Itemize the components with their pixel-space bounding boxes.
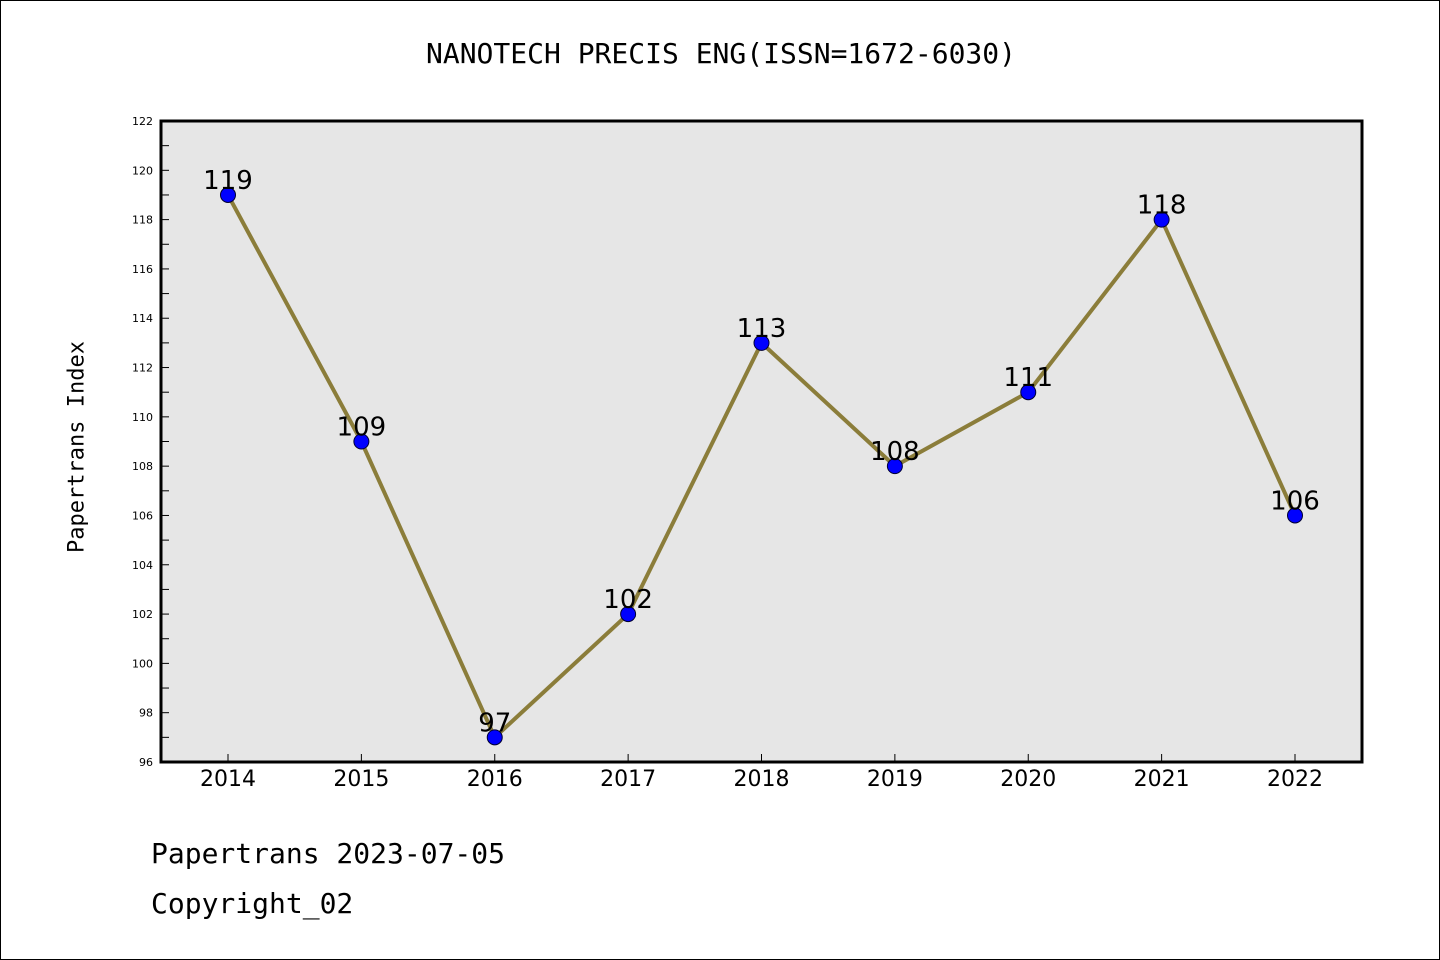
y-tick-label: 108 — [132, 460, 153, 473]
y-tick-label: 100 — [132, 657, 153, 670]
data-point — [353, 433, 370, 450]
y-tick-label: 112 — [132, 362, 153, 375]
data-point — [620, 606, 637, 623]
x-tick-label: 2014 — [200, 767, 256, 792]
x-tick-label: 2020 — [1000, 767, 1056, 792]
y-axis-ticks: 96 98 100 102 104 106 108 110 112 114 116 118 120 122 — [132, 115, 169, 769]
x-tick-label: 2022 — [1267, 767, 1323, 792]
data-label: 108 — [870, 437, 920, 467]
y-tick-label: 98 — [139, 707, 153, 720]
data-point — [1020, 384, 1037, 401]
y-tick-label: 118 — [132, 214, 153, 227]
y-tick-label: 102 — [132, 608, 153, 621]
y-axis-label: Papertrans Index — [64, 341, 90, 553]
data-label: 113 — [737, 314, 787, 344]
chart-title: NANOTECH PRECIS ENG(ISSN=1672-6030) — [425, 37, 1016, 70]
data-point — [1153, 211, 1170, 228]
data-label: 119 — [203, 166, 253, 196]
y-tick-label: 116 — [132, 263, 153, 276]
y-tick-label: 120 — [132, 164, 153, 177]
x-axis-ticks: 2014 2015 2016 2017 2018 2019 2020 2021 2022 — [200, 754, 1323, 792]
data-label: 109 — [337, 413, 387, 443]
x-tick-label: 2017 — [600, 767, 656, 792]
footer-date: Papertrans 2023-07-05 — [151, 837, 506, 870]
y-tick-label: 122 — [132, 115, 153, 128]
data-point — [886, 458, 903, 475]
y-tick-label: 110 — [132, 411, 153, 424]
data-point — [486, 729, 503, 746]
x-tick-label: 2019 — [867, 767, 923, 792]
x-tick-label: 2016 — [467, 767, 523, 792]
y-tick-label: 104 — [132, 559, 153, 572]
y-tick-label: 114 — [132, 312, 153, 325]
y-tick-label: 106 — [132, 509, 153, 522]
footer-copyright: Copyright_02 — [151, 887, 354, 920]
data-label: 97 — [478, 708, 511, 738]
data-point — [753, 334, 770, 351]
x-tick-label: 2018 — [734, 767, 790, 792]
series-points-group — [220, 186, 1303, 746]
x-tick-label: 2021 — [1134, 767, 1190, 792]
data-labels-group: 119 109 97 102 113 108 111 118 106 — [203, 166, 1320, 738]
x-tick-label: 2015 — [333, 767, 389, 792]
data-label: 111 — [1003, 363, 1053, 393]
data-point — [1287, 507, 1303, 524]
data-label: 118 — [1137, 191, 1187, 221]
data-label: 106 — [1270, 486, 1320, 516]
data-point — [220, 186, 236, 203]
y-tick-label: 96 — [139, 756, 153, 769]
data-label: 102 — [603, 585, 653, 615]
